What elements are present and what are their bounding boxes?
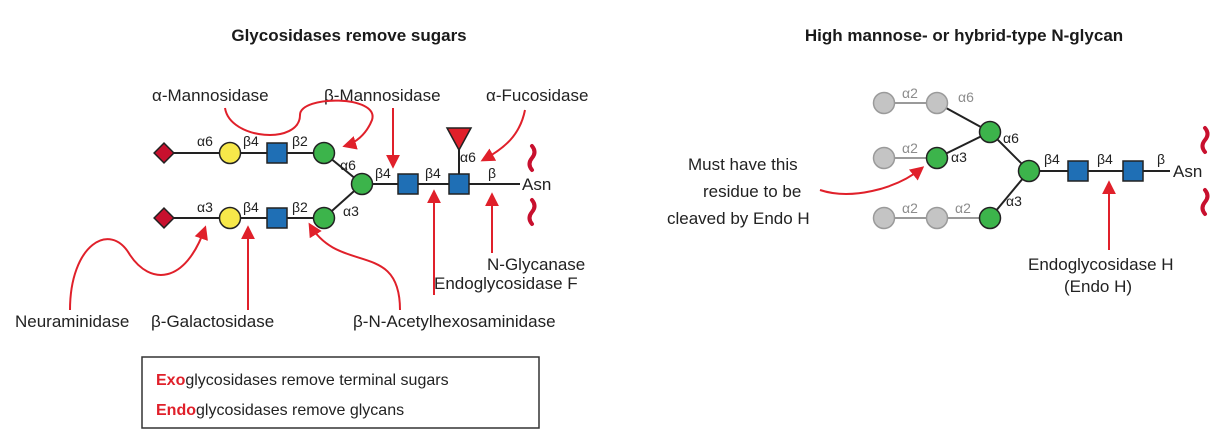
neuraminidase-label: Neuraminidase — [15, 312, 129, 331]
linkage-label: α3 — [343, 203, 359, 219]
fucose-triangle — [445, 127, 473, 152]
removed-mannose-circle — [925, 206, 949, 230]
n-glycanase-label: N-Glycanase — [487, 255, 585, 274]
sialic-acid-diamond — [153, 142, 175, 164]
endoglycosidase-h-label: Endoglycosidase H (Endo H) — [1028, 255, 1178, 296]
core-glcnac-square — [448, 173, 470, 195]
glcnac-square — [266, 142, 288, 164]
removed-mannose-circle — [872, 91, 896, 115]
removed-mannose-circle — [872, 206, 896, 230]
galactose-circle — [218, 206, 242, 230]
membrane-squiggle-icon — [527, 198, 537, 226]
linkage-label: β — [488, 165, 496, 181]
beta-galactosidase-label: β-Galactosidase — [151, 312, 274, 331]
endoglycosidase-f-label: Endoglycosidase F — [434, 274, 578, 293]
sialic-acid-diamond — [153, 207, 175, 229]
core-glcnac-square — [397, 173, 419, 195]
linkage-label: α2 — [902, 85, 918, 101]
legend-endo-line: Endoglycosidases remove glycans — [156, 402, 404, 419]
linkage-label: β4 — [243, 133, 259, 149]
galactose-circle — [218, 141, 242, 165]
removed-mannose-circle — [872, 146, 896, 170]
linkage-label: β4 — [243, 199, 259, 215]
linkage-label: α2 — [955, 200, 971, 216]
linkage-label: β2 — [292, 133, 308, 149]
mannose-circle — [978, 206, 1002, 230]
core-mannose-circle — [350, 172, 374, 196]
removed-mannose-circle — [925, 91, 949, 115]
beta-n-acetylhexosaminidase-label: β-N-Acetylhexosaminidase — [353, 312, 556, 331]
linkage-label: α3 — [197, 199, 213, 215]
linkage-label: α6 — [340, 157, 356, 173]
linkage-label: β4 — [1097, 151, 1113, 167]
alpha-fucosidase-label: α-Fucosidase — [486, 86, 588, 105]
mannose-circle — [925, 146, 949, 170]
linkage-label: α6 — [460, 149, 476, 165]
linkage-label: β4 — [425, 165, 441, 181]
linkage-label: α3 — [1006, 193, 1022, 209]
linkage-label: β2 — [292, 199, 308, 215]
membrane-squiggle-icon — [527, 144, 537, 172]
cleavage-arrows — [69, 99, 526, 311]
right-panel-title: High mannose- or hybrid-type N-glycan — [805, 26, 1123, 45]
core-mannose-circle — [1017, 159, 1041, 183]
linkage-label: β4 — [1044, 151, 1060, 167]
endo-h-requirement-note: Must have this residue to be cleaved by … — [667, 155, 810, 228]
left-panel-title: Glycosidases remove sugars — [231, 26, 466, 45]
linkage-label: α2 — [902, 200, 918, 216]
membrane-squiggle-icon — [1200, 188, 1210, 216]
linkage-label: α6 — [197, 133, 213, 149]
core-glcnac-square — [1122, 160, 1144, 182]
linkage-label: α3 — [951, 149, 967, 165]
alpha-mannosidase-label: α-Mannosidase — [152, 86, 269, 105]
mannose-circle — [312, 141, 336, 165]
legend-exo-line: Exoglycosidases remove terminal sugars — [156, 372, 449, 389]
linkage-label: α2 — [902, 140, 918, 156]
membrane-squiggle-icon — [1200, 126, 1210, 154]
asn-label: Asn — [522, 175, 551, 194]
mannose-circle — [312, 206, 336, 230]
linkage-label: α6 — [958, 89, 974, 105]
glcnac-square — [266, 207, 288, 229]
cleavage-arrows — [819, 166, 1116, 250]
linkage-label: α6 — [1003, 130, 1019, 146]
core-glcnac-square — [1067, 160, 1089, 182]
beta-mannosidase-label: β-Mannosidase — [324, 86, 441, 105]
legend-box — [141, 356, 540, 429]
asn-label: Asn — [1173, 162, 1202, 181]
linkage-label: β4 — [375, 165, 391, 181]
linkage-label: β — [1157, 151, 1165, 167]
mannose-circle — [978, 120, 1002, 144]
